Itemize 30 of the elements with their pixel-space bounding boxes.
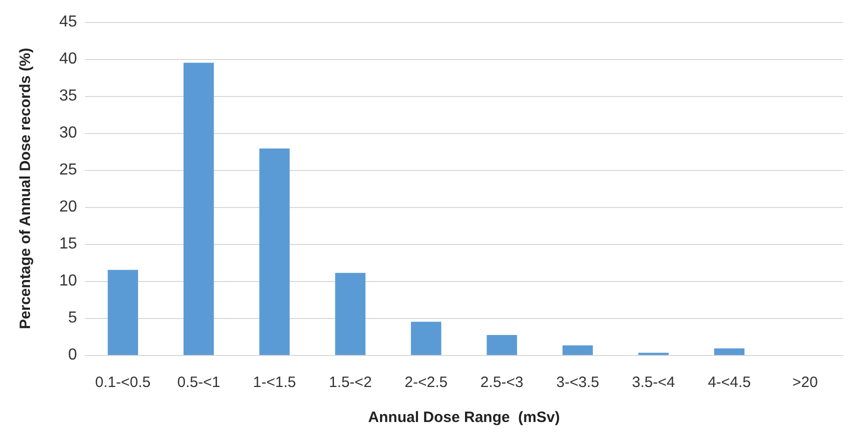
- x-tick-label: 4-<4.5: [708, 374, 751, 391]
- x-axis-title: Annual Dose Range (mSv): [368, 409, 560, 426]
- y-tick-label: 30: [59, 124, 78, 142]
- x-tick-label: 3-<3.5: [556, 374, 600, 391]
- bar: [486, 335, 518, 355]
- y-tick-label: 0: [68, 346, 78, 364]
- bar: [259, 148, 290, 355]
- y-tick-label: 15: [59, 236, 78, 252]
- x-tick-label: 1.5-<2: [328, 374, 372, 391]
- x-tick-label: 1-<1.5: [253, 374, 296, 391]
- y-tick-label: 45: [59, 14, 78, 30]
- bar: [562, 345, 593, 355]
- x-tick-label: 0.1-<0.5: [95, 374, 151, 391]
- y-tick-label: 10: [59, 272, 78, 290]
- y-tick-label: 20: [59, 198, 78, 216]
- y-tick-label: 5: [68, 310, 78, 326]
- x-tick-label: 0.5-<1: [177, 374, 220, 391]
- y-tick-label: 25: [59, 162, 78, 178]
- x-tick-label: 2.5-<3: [480, 374, 524, 391]
- x-tick-label: 3.5-<4: [632, 374, 675, 391]
- x-tick-label: 2-<2.5: [404, 374, 448, 391]
- bar: [335, 272, 366, 355]
- bar: [108, 270, 138, 355]
- bar: [714, 348, 744, 355]
- y-axis-title: Percentage of Annual Dose records (%): [17, 48, 34, 330]
- y-tick-label: 35: [59, 88, 78, 104]
- x-tick-label: >20: [792, 374, 818, 391]
- bar: [184, 62, 214, 355]
- y-tick-label: 40: [59, 50, 78, 68]
- bar: [410, 322, 442, 355]
